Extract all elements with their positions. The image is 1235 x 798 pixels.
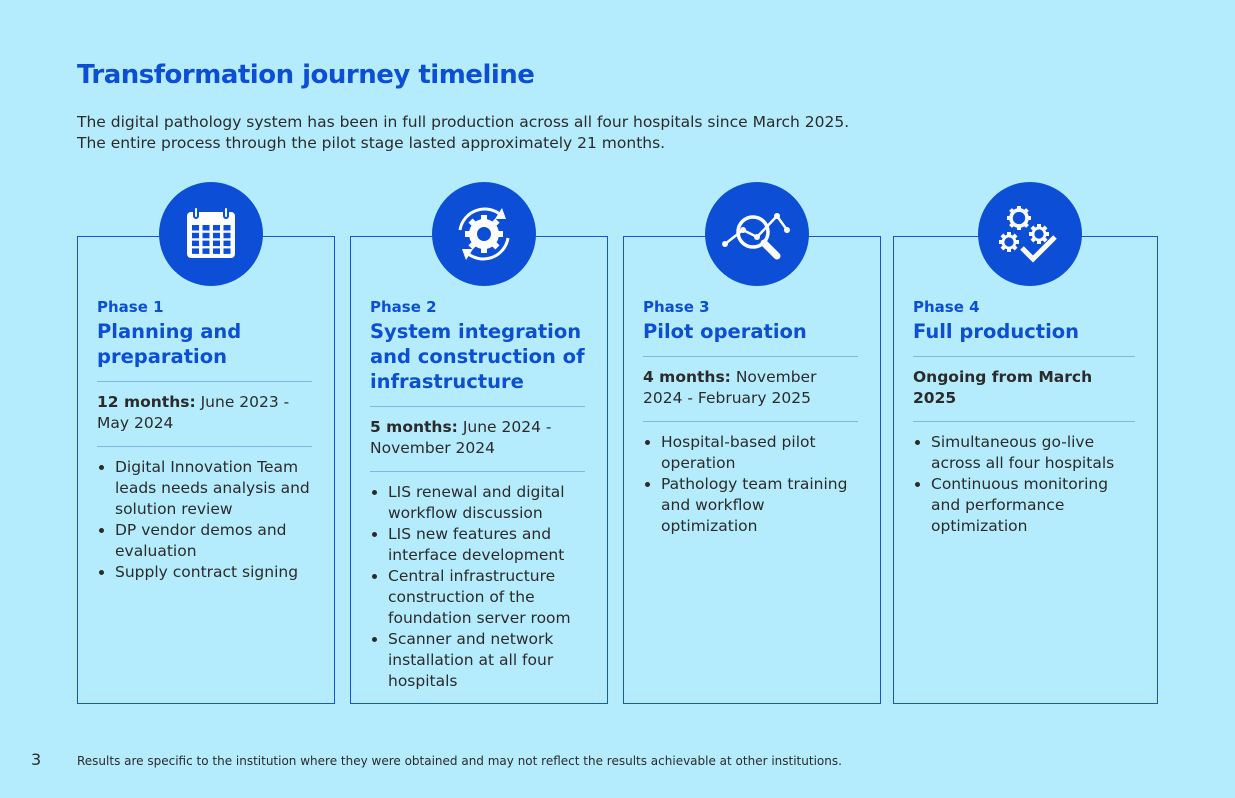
bullet: LIS renewal and digital workflow discuss…	[388, 482, 585, 524]
divider	[913, 356, 1135, 357]
bullet: Hospital-based pilot operation	[661, 432, 858, 474]
phase-duration: 5 months: June 2024 - November 2024	[370, 417, 585, 459]
phase-card: Phase 1 Planning and preparation 12 months…	[77, 236, 335, 704]
phase-title: Planning and preparation	[97, 320, 242, 368]
bullet: LIS new features and interface developme…	[388, 524, 585, 566]
divider	[643, 356, 858, 357]
divider	[370, 406, 585, 407]
phase-title: System integration and construction of i…	[370, 320, 585, 393]
bullet: Central infrastructure construction of t…	[388, 566, 585, 629]
bullet: DP vendor demos and evaluation	[115, 520, 312, 562]
phase-content: Phase 1 Planning and preparation 12 months…	[97, 297, 312, 583]
bullet: Simultaneous go-live across all four hos…	[931, 432, 1135, 474]
duration: 5 months:	[370, 418, 458, 436]
phase-label: Phase 3	[643, 298, 710, 316]
bullet: Scanner and network installation at all …	[388, 629, 585, 692]
phase-card: Phase 4 Full production Ongoing from March…	[893, 236, 1158, 704]
icon	[187, 206, 235, 258]
phase-label: Phase 1	[97, 298, 164, 316]
phase-content: Phase 2 System integration and constructi…	[370, 297, 585, 692]
phase-label: Phase 2	[370, 298, 437, 316]
period: June 2023 - May 2024	[97, 393, 290, 432]
bullet-list: Hospital-based pilot operationPathology …	[643, 432, 858, 537]
phase-icon	[705, 182, 809, 286]
bullet-list: Digital Innovation Team leads needs anal…	[97, 457, 312, 583]
duration: 12 months:	[97, 393, 196, 411]
phase-duration: 12 months: June 2023 - May 2024	[97, 392, 312, 434]
phase-label: Phase 4	[913, 298, 980, 316]
page-number: 3	[31, 750, 42, 769]
divider	[370, 471, 585, 472]
phase-title: Full production	[913, 320, 1080, 343]
icon	[722, 213, 790, 260]
page-title: Transformation journey timeline	[77, 60, 535, 90]
period: November 2024 - February 2025	[643, 368, 817, 407]
duration: 4 months:	[643, 368, 731, 386]
intro-line: The digital pathology system has been in…	[77, 113, 850, 131]
intro: The digital pathology system has been in…	[77, 112, 849, 154]
bullet: Supply contract signing	[115, 562, 312, 583]
bullet-list: Simultaneous go-live across all four hos…	[913, 432, 1135, 537]
phase-title: Pilot operation	[643, 320, 807, 343]
duration: Ongoing from March 2025	[913, 368, 1093, 407]
bullet: Pathology team training and workflow opt…	[661, 474, 858, 537]
icon	[999, 206, 1057, 263]
divider	[913, 421, 1135, 422]
divider	[643, 421, 858, 422]
phase-duration: 4 months: November 2024 - February 2025	[643, 367, 858, 409]
phase-content: Phase 3 Pilot operation 4 months: November…	[643, 297, 858, 537]
phase-icon	[978, 182, 1082, 286]
bullet: Digital Innovation Team leads needs anal…	[115, 457, 312, 520]
phase-duration: Ongoing from March 2025	[913, 367, 1135, 409]
phase-content: Phase 4 Full production Ongoing from March…	[913, 297, 1135, 537]
bullet: Continuous monitoring and performance op…	[931, 474, 1135, 537]
divider	[97, 381, 312, 382]
bullet-list: LIS renewal and digital workflow discuss…	[370, 482, 585, 692]
icon	[458, 207, 510, 261]
phase-icon	[432, 182, 536, 286]
disclaimer: Results are specific to the institution …	[77, 754, 842, 768]
phase-card: Phase 2 System integration and constructi…	[350, 236, 608, 704]
phase-card: Phase 3 Pilot operation 4 months: November…	[623, 236, 881, 704]
period: June 2024 - November 2024	[370, 418, 552, 457]
divider	[97, 446, 312, 447]
intro-line: The entire process through the pilot sta…	[77, 134, 666, 152]
phase-icon	[159, 182, 263, 286]
